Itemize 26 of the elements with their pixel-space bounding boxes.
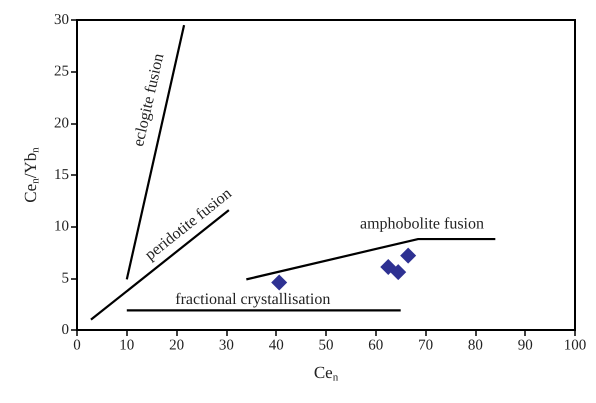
point (380, 258, 396, 275)
point (390, 264, 406, 280)
x-tick-label: 0 (73, 338, 81, 354)
point (271, 274, 288, 290)
annotation: eclogite fusion (130, 52, 168, 148)
y-tick-label: 30 (54, 12, 69, 28)
y-tick-label: 15 (54, 167, 69, 183)
y-tick-label: 0 (62, 322, 69, 338)
y-tick-label: 10 (54, 218, 69, 235)
x-tick-label: 20 (169, 338, 184, 354)
y-tick-label: 20 (54, 115, 69, 132)
point (400, 248, 416, 264)
x-tick-label: 80 (468, 338, 483, 354)
x-tick-label: 100 (564, 338, 586, 354)
x-tick-label: 50 (318, 338, 334, 354)
x-tick-label: 70 (418, 338, 434, 354)
x-tick-label: 30 (218, 338, 234, 354)
y-tick-label: 5 (62, 270, 69, 286)
y-tick-label: 25 (54, 64, 69, 80)
x-tick-label: 10 (119, 338, 134, 354)
y-axis-title: Cen/Ybn (21, 146, 42, 203)
annotation: fractional crystallisation (175, 290, 330, 308)
x-tick-label: 90 (518, 338, 533, 354)
x-tick-label: 40 (268, 338, 284, 354)
x-tick-label: 60 (368, 338, 384, 354)
annotation: amphobolite fusion (360, 216, 484, 233)
